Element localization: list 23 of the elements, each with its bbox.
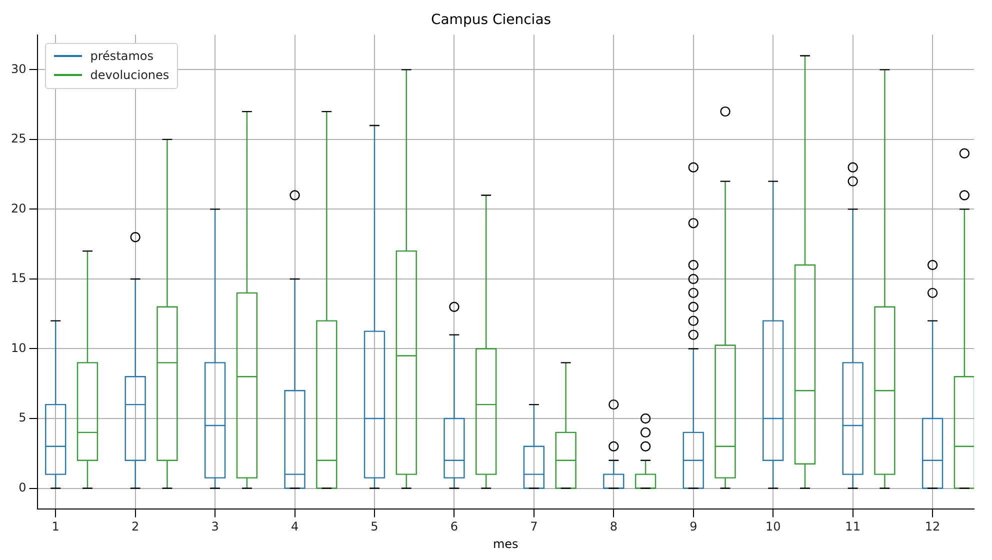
y-tick-label: 5 [18,410,26,425]
chart-title: Campus Ciencias [430,12,552,28]
x-tick-label: 8 [610,520,618,534]
x-tick-label: 6 [450,520,458,534]
x-tick-label: 7 [530,520,538,534]
x-tick-label: 11 [845,520,860,534]
y-tick-label: 25 [10,132,26,146]
legend-label: devoluciones [90,68,170,82]
x-tick-label: 12 [924,520,940,534]
y-tick-label: 15 [10,271,26,286]
x-tick-label: 2 [132,520,140,534]
y-tick-label: 20 [10,201,26,216]
x-tick-label: 4 [290,520,299,534]
y-tick-label: 30 [10,62,26,76]
y-tick-label: 0 [18,480,26,494]
x-tick-label: 5 [370,520,378,534]
x-tick-label: 9 [690,520,698,534]
x-axis-title: mes [492,536,518,551]
x-tick-label: 1 [52,520,60,534]
y-tick-label: 10 [10,340,26,355]
legend-label: préstamos [90,49,154,64]
x-tick-label: 10 [765,520,781,534]
x-tick-label: 3 [211,520,219,534]
